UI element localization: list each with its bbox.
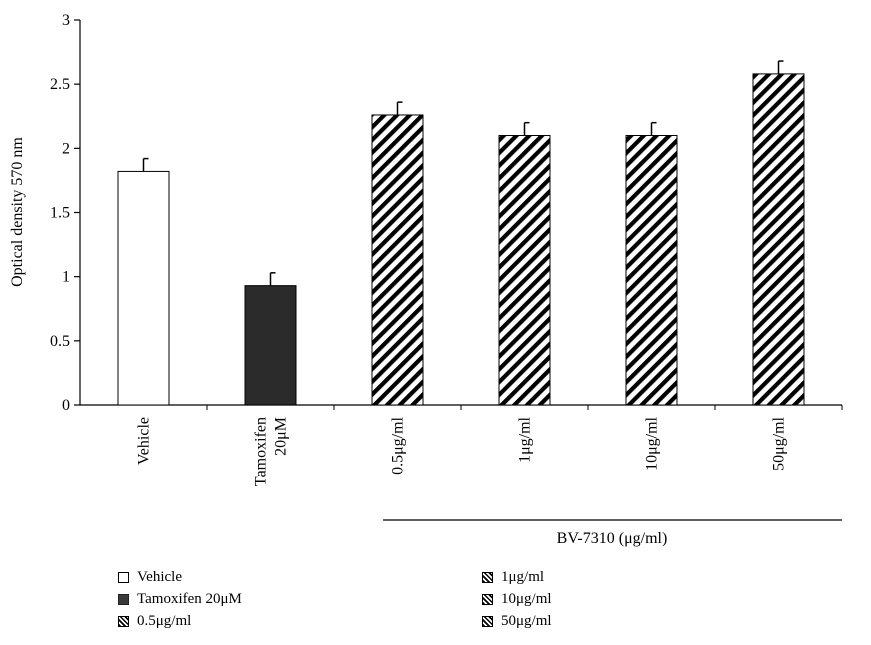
x-tick-label: 0.5μg/ml xyxy=(390,416,407,474)
y-tick-label: 0.5 xyxy=(50,333,70,350)
x-tick-label-line: 0.5μg/ml xyxy=(390,416,407,474)
x-tick-label-line: Vehicle xyxy=(136,417,153,465)
legend-label: 0.5μg/ml xyxy=(137,613,192,629)
x-tick-label: Vehicle xyxy=(136,417,153,465)
x-tick-labels: Vehicle Tamoxifen 20μM 0.5μg/ml 1μg/ml 10μg/m… xyxy=(136,416,788,486)
bar xyxy=(498,135,551,406)
legend-right: 1μg/ml 10μg/ml 50μg/ml xyxy=(482,566,552,632)
bar xyxy=(117,170,170,406)
legend-swatch xyxy=(482,615,493,627)
bar xyxy=(625,135,678,406)
legend-label: Vehicle xyxy=(137,569,182,585)
legend-label: 50μg/ml xyxy=(501,613,552,629)
legend-swatch xyxy=(118,615,129,627)
group-label: BV-7310 (μg/ml) xyxy=(557,530,668,547)
legend-item: Tamoxifen 20μM xyxy=(118,588,242,610)
legend-left: Vehicle Tamoxifen 20μM 0.5μg/ml xyxy=(118,566,242,632)
legend-item: 10μg/ml xyxy=(482,588,552,610)
legend-swatch xyxy=(482,571,493,583)
x-tick-label: Tamoxifen 20μM xyxy=(253,417,290,486)
x-tick-label: 1μg/ml xyxy=(517,416,534,462)
x-tick-label-line: 50μg/ml xyxy=(771,416,788,470)
legend-item: 1μg/ml xyxy=(482,566,552,588)
legend-item: 0.5μg/ml xyxy=(118,610,242,632)
y-tick-label: 1.5 xyxy=(50,205,70,222)
legend-swatch xyxy=(118,593,129,605)
bar xyxy=(244,285,297,406)
bar xyxy=(371,114,424,406)
legend-swatch xyxy=(482,593,493,605)
legend-item: 50μg/ml xyxy=(482,610,552,632)
group-bracket: BV-7310 (μg/ml) xyxy=(383,519,842,547)
bars xyxy=(117,60,843,410)
x-tick-label: 50μg/ml xyxy=(771,416,788,470)
legend-label: 1μg/ml xyxy=(501,569,545,585)
x-tick-label-line: 10μg/ml xyxy=(644,416,661,470)
legend-label: 10μg/ml xyxy=(501,591,552,607)
y-tick-label: 1 xyxy=(62,269,70,286)
y-tick-label: 2.5 xyxy=(50,76,70,93)
x-tick-label-line: Tamoxifen xyxy=(253,417,270,486)
legend-swatch xyxy=(118,571,129,583)
legend-item: Vehicle xyxy=(118,566,242,588)
y-tick-label: 2 xyxy=(62,140,70,157)
x-tick-label: 10μg/ml xyxy=(644,416,661,470)
legend-label: Tamoxifen 20μM xyxy=(137,591,242,607)
y-tick-label: 3 xyxy=(62,12,70,29)
x-tick-label-line: 1μg/ml xyxy=(517,416,534,462)
y-tick-label: 0 xyxy=(62,397,70,414)
bar xyxy=(752,73,805,406)
x-tick-label-line: 20μM xyxy=(273,417,290,456)
y-axis-label: Optical density 570 nm xyxy=(9,137,26,287)
